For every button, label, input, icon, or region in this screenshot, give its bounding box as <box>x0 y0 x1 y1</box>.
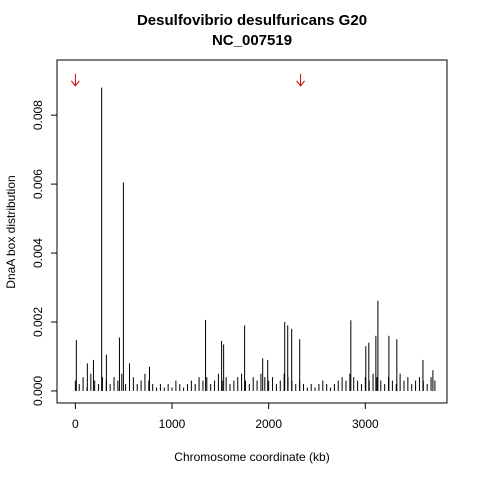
y-tick-label: 0.006 <box>31 169 45 199</box>
chart-subtitle: NC_007519 <box>212 32 292 49</box>
plot-box <box>56 59 448 404</box>
chart-title: Desulfovibrio desulfuricans G20 <box>137 12 367 29</box>
arrow-head <box>296 80 305 87</box>
x-axis-label: Chromosome coordinate (kb) <box>174 450 329 464</box>
x-tick-label: 1000 <box>159 417 186 431</box>
arrow-head <box>70 80 80 87</box>
y-tick-label: 0.002 <box>31 307 45 337</box>
x-tick-label: 2000 <box>255 417 282 431</box>
x-tick-label: 0 <box>72 417 79 431</box>
x-tick-label: 3000 <box>352 417 379 431</box>
y-tick-label: 0.004 <box>31 238 45 268</box>
y-axis-label: DnaA box distribution <box>4 175 18 288</box>
y-tick-label: 0.000 <box>31 376 45 406</box>
y-tick-label: 0.008 <box>31 100 45 130</box>
